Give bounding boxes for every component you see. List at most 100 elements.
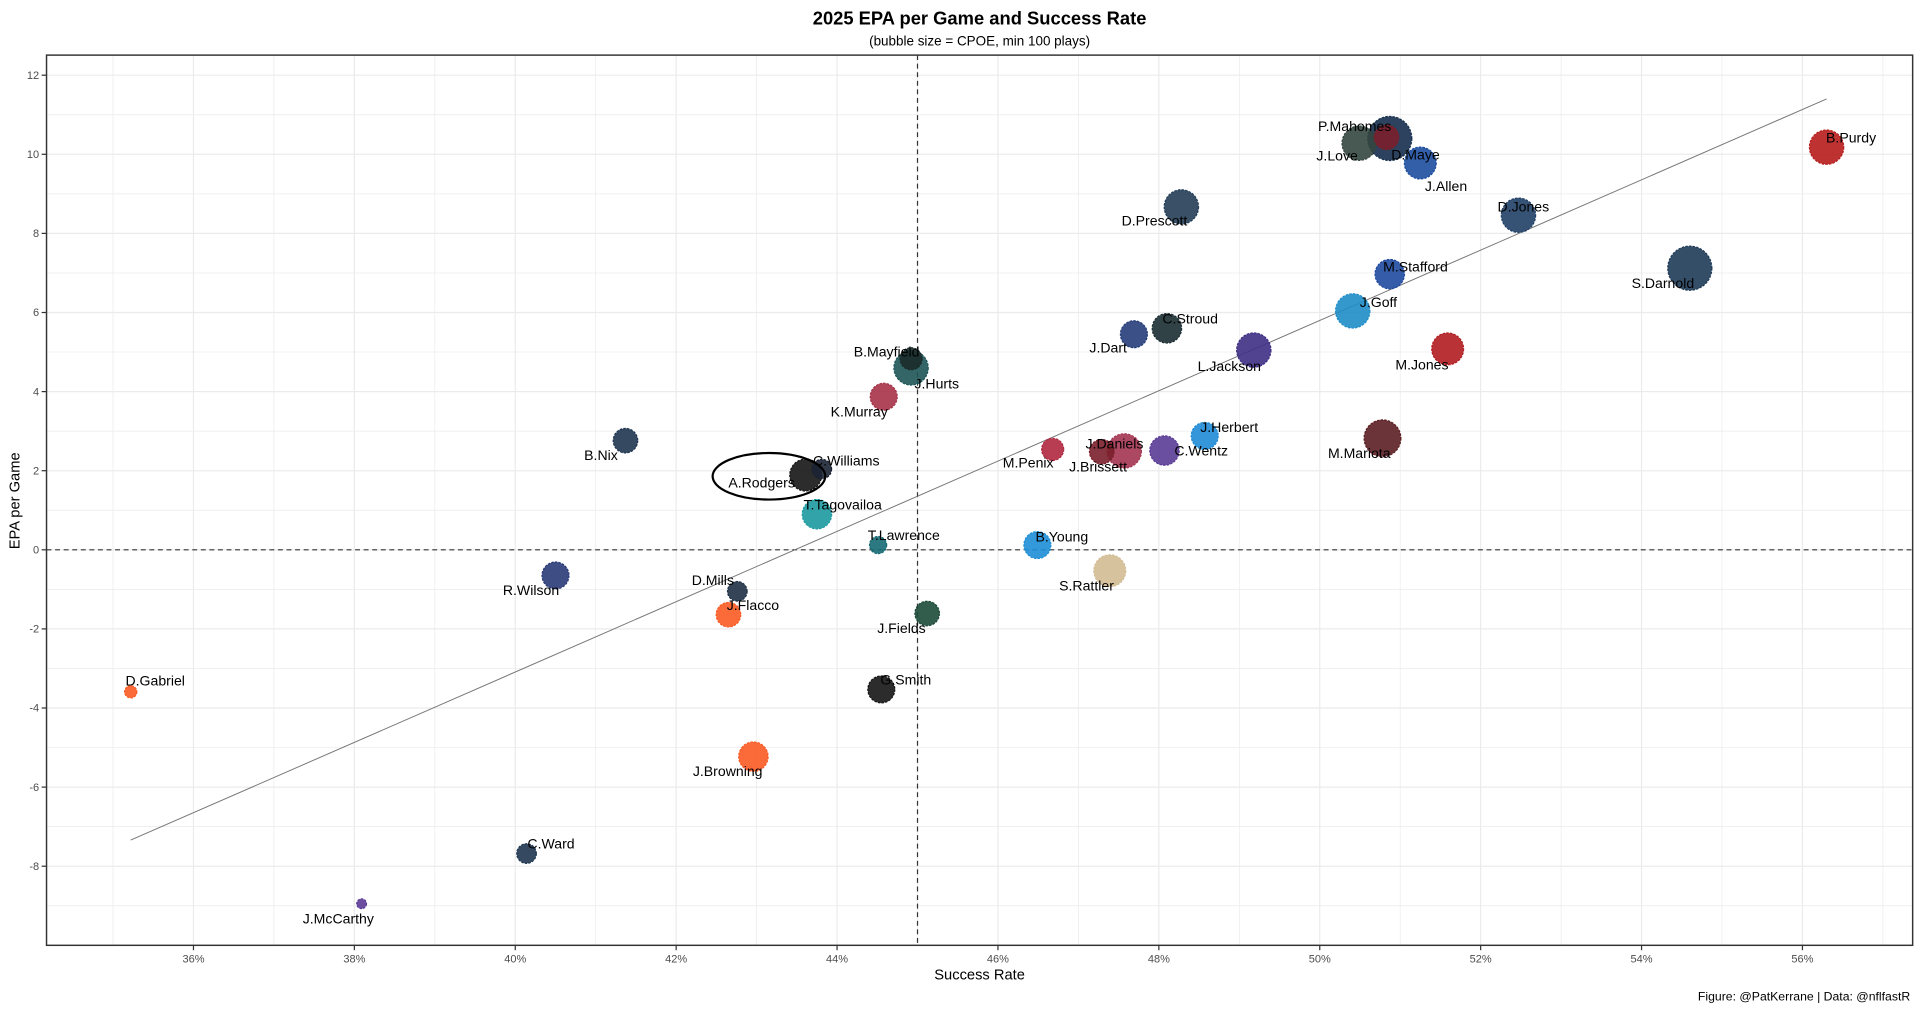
x-tick-label: 50% xyxy=(1309,953,1331,965)
bubble-b-nix xyxy=(612,427,639,454)
bubble-m-stafford xyxy=(1374,258,1406,290)
point-label: J.Flacco xyxy=(727,597,780,613)
highlight-ellipse xyxy=(711,451,827,501)
point-label: R.Wilson xyxy=(503,582,559,598)
bubble-j-flacco xyxy=(715,601,742,628)
x-tick-label: 40% xyxy=(504,953,526,965)
bubble-k-murray xyxy=(869,382,898,411)
bubble-t-lawrence xyxy=(868,535,888,555)
bubble-b-mayfield xyxy=(899,347,923,371)
y-axis-label: EPA per Game xyxy=(8,452,24,549)
point-label: D.Jones xyxy=(1498,199,1550,215)
plot-border xyxy=(45,54,1914,947)
point-label: B.Young xyxy=(1036,528,1089,544)
point-label: C.Wentz xyxy=(1174,442,1228,458)
point-label: C.Stroud xyxy=(1162,310,1218,326)
point-label: J.Goff xyxy=(1360,294,1397,310)
x-axis-ticks: 36% 38% 40% 42% 44% 46% 48% 50% 52% 54% 56% xyxy=(182,945,1814,965)
point-labels: B.PurdyS.DarnoldD.JonesJ.LoveP.MahomesD.… xyxy=(125,118,1877,926)
point-label: A.Rodgers xyxy=(728,474,795,490)
bubble-s-rattler xyxy=(1093,554,1127,588)
bubble-j-mccarthy xyxy=(356,898,368,910)
bubble-d-jones xyxy=(1500,197,1537,233)
point-label: J.McCarthy xyxy=(303,910,375,926)
bubble-l-jackson xyxy=(1236,332,1272,368)
point-label: M.Stafford xyxy=(1383,259,1448,275)
point-label: J.Brissett xyxy=(1069,458,1127,474)
point-label: J.Daniels xyxy=(1086,435,1144,451)
bubble-j-brissett xyxy=(1088,438,1115,465)
x-tick-label: 36% xyxy=(182,953,204,965)
bubble-r-wilson xyxy=(541,561,570,590)
bubble-j-fields xyxy=(914,600,941,627)
point-label: D.Mills xyxy=(692,572,734,588)
bubble-d-gabriel xyxy=(123,685,138,699)
y-tick-label: 6 xyxy=(33,307,39,319)
point-label: B.Nix xyxy=(584,447,618,463)
chart-subtitle: (bubble size = CPOE, min 100 plays) xyxy=(869,33,1090,48)
y-tick-label: 12 xyxy=(27,70,39,82)
bubble-p-mahomes xyxy=(1373,124,1400,151)
chart-title: 2025 EPA per Game and Success Rate xyxy=(813,7,1147,28)
point-label: J.Herbert xyxy=(1200,419,1258,435)
y-tick-label: 10 xyxy=(27,149,39,161)
point-label: P.Mahomes xyxy=(1318,118,1391,134)
x-tick-label: 44% xyxy=(826,953,848,965)
bubble-c-stroud xyxy=(1151,313,1183,344)
x-tick-label: 48% xyxy=(1148,953,1170,965)
point-label: G.Smith xyxy=(880,672,931,688)
bubble-b-young xyxy=(1023,530,1052,560)
bubble-t-tagovailoa xyxy=(801,498,833,530)
bubble-j-goff xyxy=(1334,293,1371,329)
point-label: J.Love xyxy=(1316,147,1358,163)
bubble-c-wentz xyxy=(1149,435,1180,466)
point-label: B.Purdy xyxy=(1826,129,1877,145)
bubble-b-purdy xyxy=(1808,129,1845,165)
x-tick-label: 52% xyxy=(1470,953,1492,965)
y-tick-label: -2 xyxy=(29,624,39,636)
point-label: J.Allen xyxy=(1425,178,1467,194)
bubble-s-darnold xyxy=(1667,245,1713,291)
y-tick-label: 2 xyxy=(33,465,39,477)
x-tick-label: 56% xyxy=(1791,953,1813,965)
x-tick-label: 42% xyxy=(665,953,687,965)
x-tick-label: 54% xyxy=(1631,953,1653,965)
points xyxy=(123,115,1845,910)
bubble-d-prescott xyxy=(1163,189,1200,225)
point-label: T.Lawrence xyxy=(868,527,940,543)
bubble-m-jones xyxy=(1431,332,1465,366)
y-tick-label: 4 xyxy=(33,386,39,398)
point-label: K.Murray xyxy=(831,403,889,419)
reference-lines xyxy=(46,55,1913,946)
point-label: T.Tagovailoa xyxy=(804,496,882,512)
bubble-j-allen xyxy=(1403,146,1437,180)
point-label: J.Hurts xyxy=(914,376,959,392)
point-label: D.Maye xyxy=(1391,146,1440,162)
bubble-d-mills xyxy=(726,580,748,602)
point-label: S.Darnold xyxy=(1632,275,1695,291)
bubble-j-herbert xyxy=(1190,421,1219,450)
point-label: L.Jackson xyxy=(1198,358,1261,374)
y-axis-ticks: -8 -6 -4 -2 0 2 4 6 8 10 12 xyxy=(27,70,47,873)
y-tick-label: -4 xyxy=(29,703,39,715)
trend-line xyxy=(130,98,1827,841)
point-label: J.Fields xyxy=(877,620,926,636)
bubble-m-penix xyxy=(1041,437,1065,461)
grid xyxy=(46,55,1913,946)
point-label: J.Browning xyxy=(693,763,763,779)
point-label: J.Dart xyxy=(1089,340,1127,356)
point-label: D.Prescott xyxy=(1122,212,1188,228)
point-label: M.Mariota xyxy=(1328,445,1391,461)
x-axis-label: Success Rate xyxy=(934,968,1025,984)
point-label: D.Gabriel xyxy=(125,673,184,689)
bubble-g-smith xyxy=(867,675,896,704)
x-tick-label: 38% xyxy=(343,953,365,965)
point-label: S.Rattler xyxy=(1059,577,1114,593)
y-tick-label: -8 xyxy=(29,861,39,873)
point-label: M.Jones xyxy=(1395,357,1448,373)
caption: Figure: @PatKerrane | Data: @nflfastR xyxy=(1698,989,1910,1003)
point-label: C.Ward xyxy=(527,836,574,852)
point-label: M.Penix xyxy=(1003,455,1054,471)
y-tick-label: 8 xyxy=(33,228,39,240)
